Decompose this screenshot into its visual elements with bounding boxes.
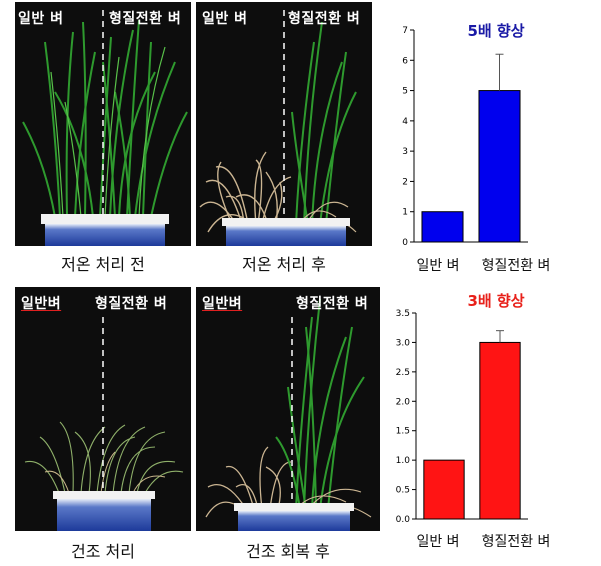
y-tick-label: 2.5 [396, 368, 410, 378]
photo-cold-after: 일반 벼 형질전환 벼 [196, 2, 372, 246]
y-tick-label: 1.0 [396, 456, 411, 466]
x-category-label: 일반 벼 [416, 258, 459, 274]
y-tick-label: 1.5 [396, 427, 410, 437]
label-transgenic-rice: 형질전환 벼 [109, 11, 182, 27]
bar [478, 90, 521, 243]
y-tick-label: 5 [402, 87, 408, 97]
y-tick-label: 2 [402, 177, 408, 187]
label-normal-rice: 일반 벼 [18, 11, 64, 27]
label-transgenic-rice: 형질전환 벼 [95, 296, 168, 312]
bar [479, 341, 521, 520]
photo-drought-recovery: 일반벼 형질전환 벼 [196, 287, 380, 531]
bar-chart-svg: 0.0 0.5 1.0 1.5 2.0 2.5 3.0 3.5 일반 벼 형질전환 벼 [396, 309, 551, 550]
caption-cold-before: 저온 처리 전 [61, 255, 145, 274]
y-tick-label: 7 [402, 26, 408, 36]
chart-title: 3배 향상 [467, 292, 525, 310]
y-tick-label: 2.0 [396, 397, 411, 407]
photo-drought-treatment: 일반벼 형질전환 벼 [15, 287, 191, 531]
y-tick-label: 3 [402, 147, 408, 157]
y-tick-label: 4 [402, 117, 408, 127]
chart-cold-tolerance: 5배 향상 0 1 2 3 4 5 6 7 일반 벼 형질전환 벼 [386, 8, 596, 278]
photo-cold-before: 일반 벼 형질전환 벼 [15, 2, 191, 246]
x-category-label: 일반 벼 [416, 534, 459, 550]
rice-plants-image [24, 317, 184, 531]
bar-chart-svg: 0 1 2 3 4 5 6 7 일반 벼 형질전환 벼 [402, 26, 551, 274]
y-tick-label: 0 [402, 238, 408, 248]
caption-drought-recovery: 건조 회복 후 [246, 542, 330, 561]
label-transgenic-rice: 형질전환 벼 [296, 296, 369, 312]
y-tick-label: 1 [402, 208, 408, 218]
label-normal-rice: 일반벼 [21, 296, 62, 312]
rice-plants-image [205, 298, 372, 531]
rice-plants-image [199, 10, 357, 246]
caption-drought-treatment: 건조 처리 [71, 542, 135, 561]
label-normal-rice: 일반벼 [202, 296, 243, 312]
bar [423, 459, 465, 520]
y-tick-label: 3.5 [396, 309, 410, 319]
caption-cold-after: 저온 처리 후 [242, 255, 326, 274]
bar [421, 211, 464, 243]
rice-plants-image [22, 10, 188, 246]
y-tick-label: 3.0 [396, 338, 411, 348]
label-normal-rice: 일반 벼 [202, 11, 248, 27]
y-tick-label: 0.5 [396, 486, 410, 496]
x-category-label: 형질전환 벼 [482, 258, 551, 274]
y-tick-label: 6 [402, 56, 408, 66]
y-tick-label: 0.0 [396, 515, 411, 525]
chart-drought-tolerance: 3배 향상 0.0 0.5 1.0 1.5 2.0 2.5 3.0 3.5 일반 벼 형질전환 벼 [386, 286, 596, 562]
label-transgenic-rice: 형질전환 벼 [288, 11, 361, 27]
x-category-label: 형질전환 벼 [482, 534, 551, 550]
chart-title: 5배 향상 [467, 22, 525, 40]
